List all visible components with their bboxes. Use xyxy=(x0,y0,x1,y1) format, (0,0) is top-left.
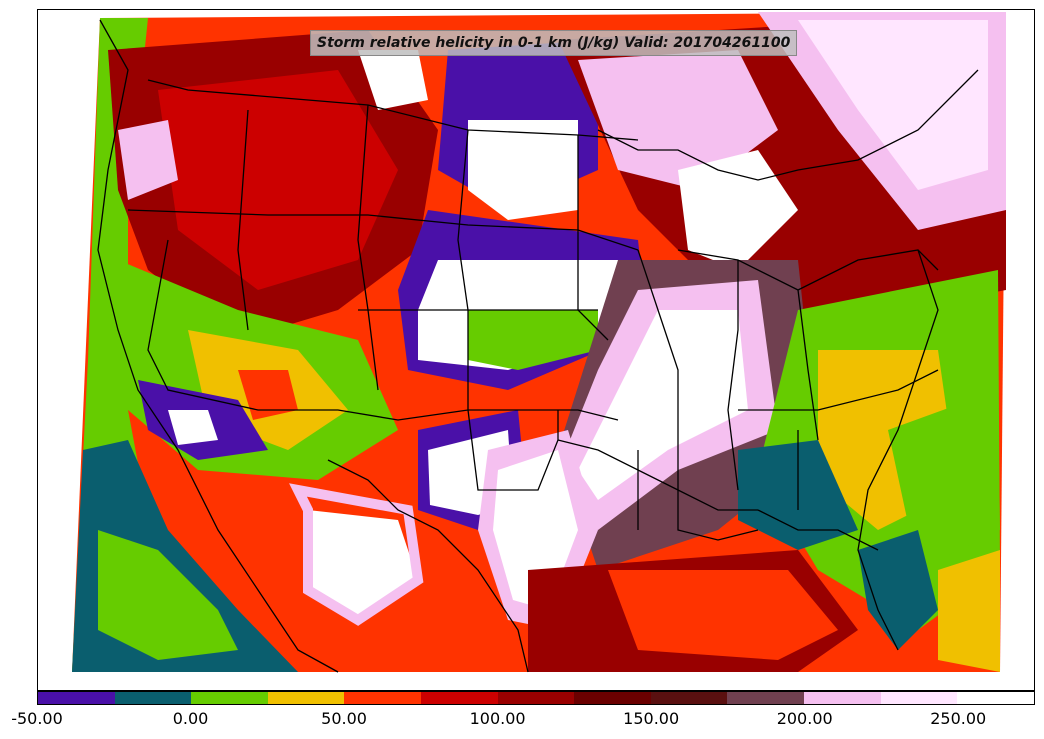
colorbar-tick-labels: -50.00 0.00 50.00 100.00 150.00 200.00 250.00 xyxy=(0,709,1044,733)
florida-teal xyxy=(858,530,938,650)
plains-green xyxy=(468,310,598,370)
nw-pink xyxy=(118,120,178,200)
north-white-inner xyxy=(798,20,988,190)
colorbar xyxy=(37,691,1035,705)
helicity-map xyxy=(72,12,1006,673)
colorbar-tick-label: 0.00 xyxy=(172,709,209,728)
colorbar-segment xyxy=(267,692,345,704)
colorbar-segment xyxy=(727,692,805,704)
dakota-white xyxy=(468,120,578,220)
colorbar-segment xyxy=(650,692,728,704)
colorbar-segment xyxy=(344,692,422,704)
colorbar-segment xyxy=(38,692,115,704)
colorbar-segment xyxy=(880,692,958,704)
colorbar-segment xyxy=(421,692,498,704)
pacific-green-inner xyxy=(98,530,238,660)
colorbar-segment xyxy=(574,692,651,704)
montana-white xyxy=(358,50,428,110)
north-pink xyxy=(578,50,778,190)
colorbar-tick-label: 200.00 xyxy=(776,709,833,728)
colorbar-tick-label: -50.00 xyxy=(11,709,63,728)
colorbar-segment xyxy=(114,692,192,704)
east-white xyxy=(578,310,748,500)
lakes-white xyxy=(678,150,798,270)
sw-texas-pink xyxy=(289,483,424,626)
colorbar-tick-label: 100.00 xyxy=(469,709,526,728)
colorbar-tick-label: 50.00 xyxy=(321,709,367,728)
map-frame: Storm relative helicity in 0-1 km (J/kg)… xyxy=(37,9,1035,691)
map-title: Storm relative helicity in 0-1 km (J/kg)… xyxy=(310,30,798,56)
colorbar-segment xyxy=(191,692,268,704)
colorbar-tick-label: 150.00 xyxy=(623,709,680,728)
basin-red xyxy=(238,370,298,420)
atlantic-green xyxy=(888,390,1000,570)
sw-white-1 xyxy=(168,410,218,445)
gulf-red xyxy=(608,570,838,660)
borders xyxy=(97,19,979,673)
colorbar-segment xyxy=(957,692,1034,704)
atlantic-yellow xyxy=(938,550,1000,672)
colorbar-segment xyxy=(804,692,881,704)
northwest-red xyxy=(158,70,398,290)
colorbar-segment xyxy=(497,692,575,704)
colorbar-tick-label: 250.00 xyxy=(930,709,987,728)
